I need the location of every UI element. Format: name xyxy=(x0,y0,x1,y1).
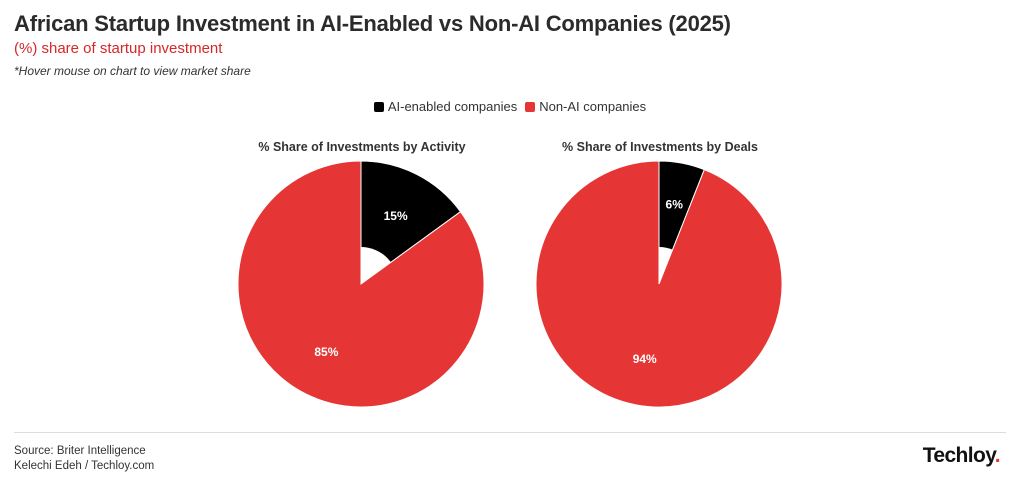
pie-deals-slice-non-ai[interactable] xyxy=(535,160,783,408)
legend: AI-enabled companies Non-AI companies xyxy=(0,99,1020,114)
pie-activity-label-non-ai: 85% xyxy=(314,345,338,359)
legend-swatch-ai xyxy=(373,101,384,112)
author-text: Kelechi Edeh / Techloy.com xyxy=(14,460,155,472)
logo-dot: . xyxy=(994,444,1001,467)
pie-deals-label-non-ai: 94% xyxy=(633,352,657,366)
pie-deals-title: % Share of Investments by Deals xyxy=(562,140,758,154)
source-block: Source: Briter Intelligence Kelechi Edeh… xyxy=(14,444,154,474)
pie-activity-title: % Share of Investments by Activity xyxy=(258,140,466,154)
chart-title: African Startup Investment in AI-Enabled… xyxy=(14,11,731,36)
legend-item-non-ai[interactable]: Non-AI companies xyxy=(525,99,646,114)
pie-activity: 15% 85% xyxy=(237,160,485,408)
legend-label-non-ai: Non-AI companies xyxy=(539,99,647,114)
legend-label-ai: AI-enabled companies xyxy=(387,99,518,114)
pie-activity-slice-ai[interactable] xyxy=(360,160,462,285)
legend-item-ai[interactable]: AI-enabled companies xyxy=(373,99,518,114)
hover-note: *Hover mouse on chart to view market sha… xyxy=(14,64,251,78)
logo-text: Techloy xyxy=(922,444,996,467)
pie-deals-label-ai: 6% xyxy=(666,197,684,211)
techloy-logo[interactable]: Techloy. xyxy=(922,444,1001,468)
pie-activity-slice-non-ai[interactable] xyxy=(237,160,485,408)
pie-deals: 6% 94% xyxy=(535,160,783,408)
chart-subtitle: (%) share of startup investment xyxy=(14,40,223,57)
source-text: Source: Briter Intelligence xyxy=(14,445,146,457)
legend-swatch-non-ai xyxy=(525,101,536,112)
pie-activity-label-ai: 15% xyxy=(384,209,408,223)
footer-divider xyxy=(14,432,1006,433)
